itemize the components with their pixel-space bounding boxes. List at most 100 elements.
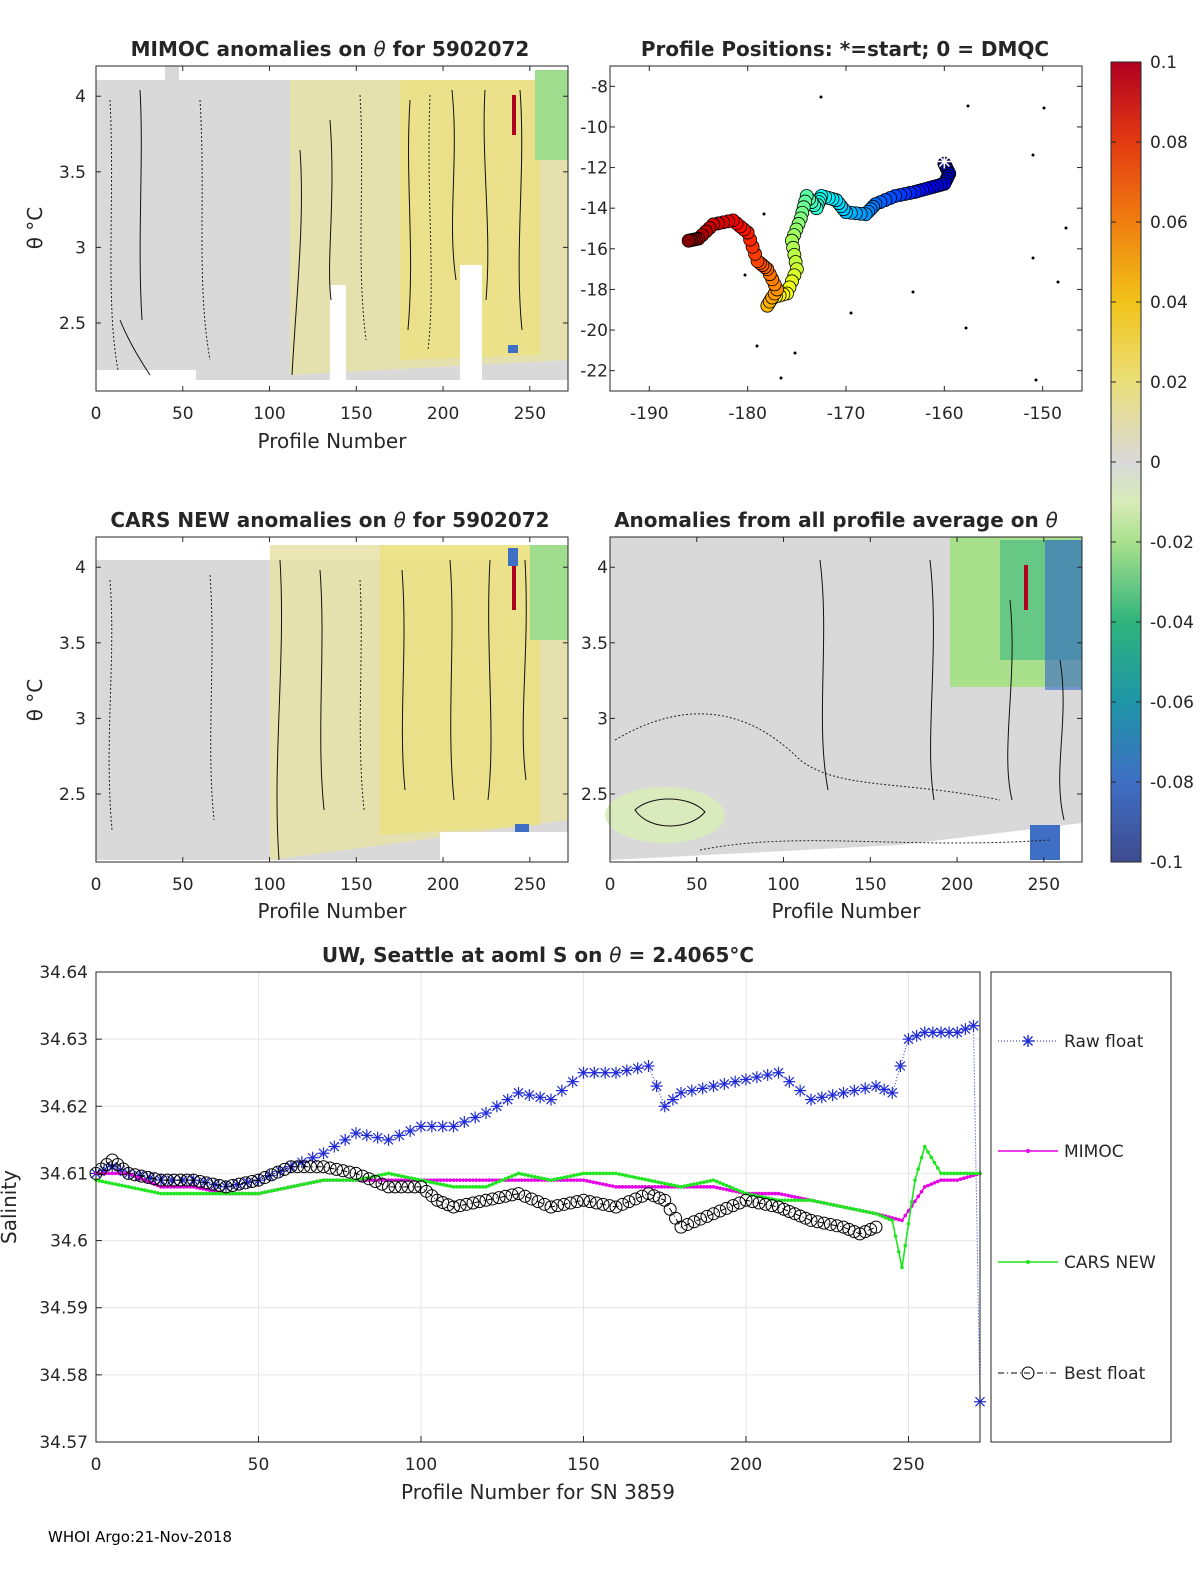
best-float-point xyxy=(128,1168,142,1182)
cars-new-point xyxy=(276,1187,280,1192)
cars-new-point xyxy=(256,1191,261,1196)
x-tick-label: 150 xyxy=(340,404,372,424)
raw-float-point-stroke xyxy=(936,1027,946,1038)
cars-new-point xyxy=(253,1191,258,1196)
mimoc-point xyxy=(617,1185,622,1189)
best-float-point xyxy=(447,1200,460,1214)
best-float-point xyxy=(853,1227,867,1241)
best-float-point xyxy=(473,1195,486,1209)
mimoc-point xyxy=(597,1181,602,1186)
raw-float-point xyxy=(415,1120,427,1133)
raw-float-point xyxy=(815,1091,828,1104)
profile-position-marker xyxy=(681,233,696,248)
best-float-point xyxy=(401,1180,415,1194)
mimoc-point xyxy=(666,1185,670,1189)
x-tick-label: 200 xyxy=(941,875,973,895)
raw-float-point-stroke xyxy=(860,1083,871,1094)
cars-new-point xyxy=(448,1184,453,1188)
best-float-point xyxy=(804,1213,818,1227)
best-float-point xyxy=(479,1193,493,1207)
cars-new-point xyxy=(867,1210,872,1215)
best-float-point xyxy=(674,1220,688,1234)
y-tick-label: 34.64 xyxy=(39,963,88,983)
cars-new-point xyxy=(627,1174,631,1178)
cars-new-point xyxy=(123,1184,128,1188)
cars-new-point xyxy=(916,1167,921,1171)
cars-new-point xyxy=(818,1200,823,1205)
positions-panel: -190 -180 -170 -160 -150 -8 -10 -12 -14 -16 -18 -20… xyxy=(580,37,1083,424)
mimoc-ticks: 0 50 100 150 200 250 2.5 3 3.5 4 xyxy=(59,66,568,424)
cars-new-point xyxy=(640,1177,644,1181)
raw-float-point-stroke xyxy=(849,1085,860,1096)
cars-new-point xyxy=(968,1171,973,1176)
cars-new-point xyxy=(240,1191,245,1196)
colorbar-tick-label: 0 xyxy=(1150,453,1161,473)
raw-float-point-stroke xyxy=(659,1101,670,1112)
cars-new-point xyxy=(799,1198,804,1203)
best-float-point xyxy=(291,1160,304,1174)
best-float-point xyxy=(788,1207,802,1221)
best-float-point xyxy=(551,1199,564,1213)
cars-new-point xyxy=(614,1171,618,1176)
cars-new-point xyxy=(737,1189,742,1193)
mimoc-point xyxy=(451,1178,456,1182)
y-tick-label: 34.61 xyxy=(39,1164,88,1184)
mimoc-point xyxy=(136,1175,141,1180)
average-ticks: 0 50 100 150 200 250 2.5 3 3.5 4 xyxy=(581,537,1082,895)
best-float-point xyxy=(570,1195,584,1209)
cars-new-point xyxy=(172,1191,176,1196)
raw-float-point xyxy=(894,1060,907,1072)
legend-entry-cars-new: CARS NEW xyxy=(998,1253,1156,1273)
raw-float-point-stroke xyxy=(372,1132,383,1143)
cars-new-point xyxy=(610,1171,615,1176)
colorbar-tick-label: -0.1 xyxy=(1150,853,1183,873)
cars-new-point xyxy=(896,1249,901,1254)
mimoc-point xyxy=(516,1178,521,1182)
cars-new-point xyxy=(389,1172,394,1176)
best-float-point xyxy=(642,1187,655,1201)
cars-new-point xyxy=(412,1177,417,1181)
mimoc-point xyxy=(945,1178,950,1182)
cars-new-point xyxy=(552,1177,557,1182)
y-tick-label: -18 xyxy=(580,280,608,300)
cars-new-point xyxy=(887,1217,891,1221)
mimoc-gap-2 xyxy=(460,265,482,380)
y-tick-label: 3.5 xyxy=(581,634,608,654)
cars-new-point xyxy=(974,1171,979,1176)
cars-new-point xyxy=(539,1176,544,1180)
cars-new-point xyxy=(848,1206,852,1211)
cars-new-point xyxy=(217,1191,222,1196)
raw-float-point-stroke xyxy=(651,1081,662,1092)
cars-new-point xyxy=(243,1191,248,1196)
raw-float-point xyxy=(772,1066,785,1079)
mimoc-point xyxy=(477,1178,482,1182)
mimoc-point xyxy=(588,1179,592,1184)
x-tick-label: 200 xyxy=(427,404,459,424)
cars-new-point xyxy=(562,1175,566,1180)
cars-new-point xyxy=(604,1171,609,1176)
average-dotted-contours xyxy=(614,713,1051,851)
cars-xlabel: Profile Number xyxy=(258,899,408,923)
best-float-point xyxy=(505,1188,519,1202)
cars-new-point xyxy=(952,1171,956,1176)
cars-new-point xyxy=(620,1172,625,1177)
best-float-point xyxy=(652,1191,666,1205)
raw-float-point-stroke xyxy=(578,1067,589,1078)
cars-new-point xyxy=(718,1181,722,1185)
cars-panel: 0 50 100 150 200 250 2.5 3 3.5 4 CARS NEW anomali… xyxy=(23,508,569,923)
cars-new-point xyxy=(331,1178,336,1182)
raw-float-point xyxy=(761,1068,774,1081)
cars-new-point xyxy=(315,1179,319,1184)
mimoc-point xyxy=(724,1187,729,1192)
best-float-point xyxy=(232,1177,246,1191)
cars-new-point xyxy=(942,1171,947,1176)
x-tick-label: -180 xyxy=(728,404,767,424)
y-tick-label: 34.58 xyxy=(39,1366,88,1386)
cars-new-point xyxy=(324,1178,329,1182)
y-tick-label: -22 xyxy=(580,362,608,382)
raw-float-point xyxy=(480,1107,492,1119)
cars-new-point xyxy=(844,1205,849,1210)
cars-new-point xyxy=(165,1191,170,1196)
mimoc-point xyxy=(532,1178,537,1182)
cars-new-point xyxy=(883,1215,888,1220)
